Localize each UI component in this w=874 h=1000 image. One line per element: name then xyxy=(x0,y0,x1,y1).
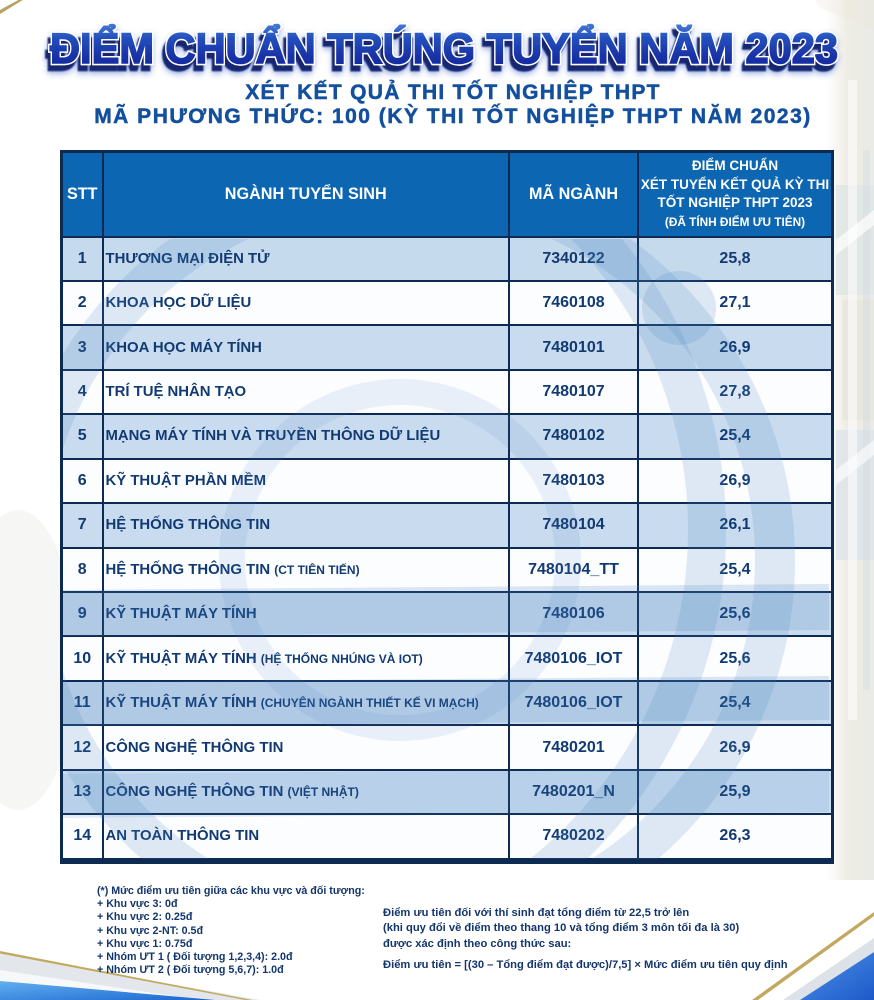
svg-text:ĐIỂM CHUẨN TRÚNG TUYỂN NĂM 202: ĐIỂM CHUẨN TRÚNG TUYỂN NĂM 2023 xyxy=(50,24,838,73)
svg-text:ĐIỂM CHUẨN TRÚNG TUYỂN NĂM 202: ĐIỂM CHUẨN TRÚNG TUYỂN NĂM 2023 xyxy=(50,24,838,73)
